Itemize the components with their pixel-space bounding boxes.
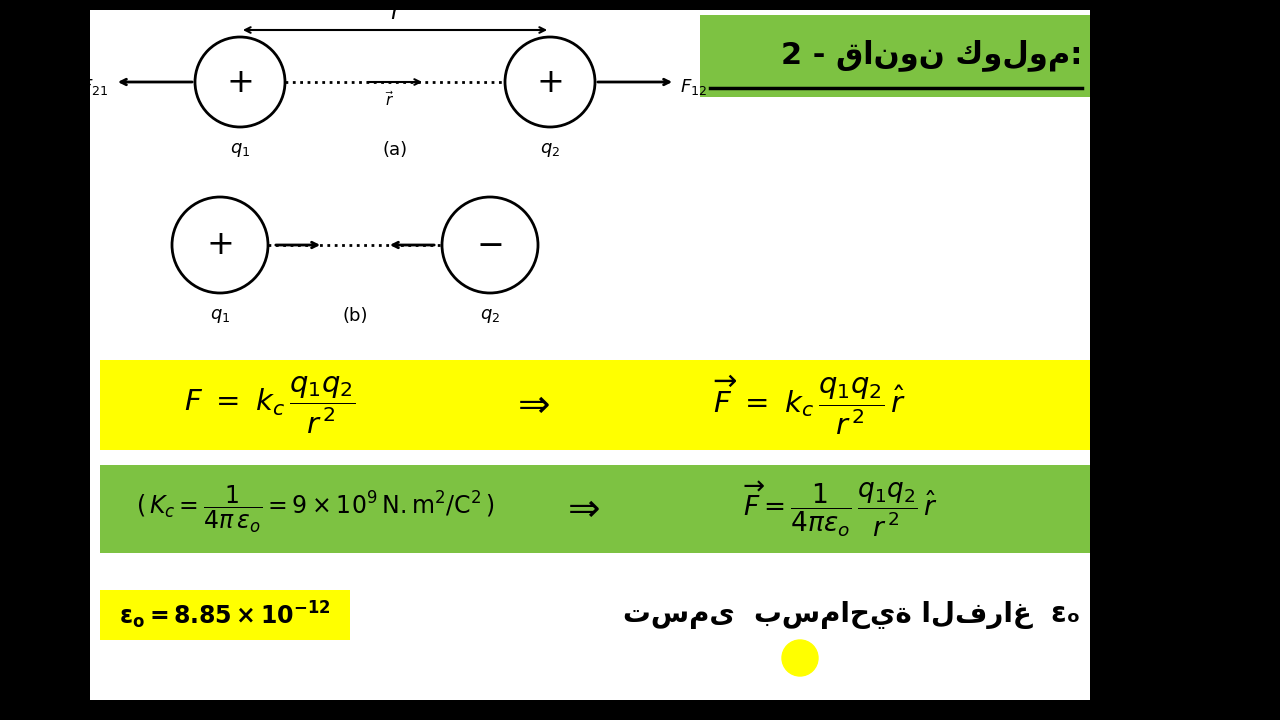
Text: $q_2$: $q_2$ (480, 307, 500, 325)
Text: 2 - قانون كولوم:: 2 - قانون كولوم: (781, 39, 1082, 71)
Text: $F_{12}$: $F_{12}$ (680, 77, 707, 97)
FancyBboxPatch shape (100, 465, 1091, 553)
Text: $q_1$: $q_1$ (230, 141, 250, 159)
Text: (a): (a) (383, 141, 407, 159)
Text: $q_2$: $q_2$ (540, 141, 561, 159)
FancyBboxPatch shape (90, 10, 1091, 700)
Text: +: + (227, 66, 253, 99)
Text: $(\,K_c = \dfrac{1}{4\pi\,\varepsilon_o} = 9\times10^9\,\mathrm{N.m^2/C^2}\,)$: $(\,K_c = \dfrac{1}{4\pi\,\varepsilon_o}… (136, 483, 494, 535)
Text: $\mathbf{\varepsilon_o = 8.85\times10^{-12}}$: $\mathbf{\varepsilon_o = 8.85\times10^{-… (119, 599, 332, 631)
Text: $\overrightarrow{F} = \dfrac{1}{4\pi\varepsilon_o}\,\dfrac{q_1 q_2}{r^{\,2}}\,\h: $\overrightarrow{F} = \dfrac{1}{4\pi\var… (742, 480, 937, 539)
Text: $\vec{r}$: $\vec{r}$ (385, 90, 394, 109)
Text: $\overrightarrow{F}\ =\ k_c\,\dfrac{q_1 q_2}{r^{\,2}}\,\hat{r}$: $\overrightarrow{F}\ =\ k_c\,\dfrac{q_1 … (713, 373, 906, 437)
Text: $q_1$: $q_1$ (210, 307, 230, 325)
Circle shape (782, 640, 818, 676)
Text: $F_{21}$: $F_{21}$ (81, 77, 108, 97)
Text: +: + (536, 66, 564, 99)
Text: $\Rightarrow$: $\Rightarrow$ (509, 386, 550, 424)
Text: تسمى  بسماحية الفراغ  εₒ: تسمى بسماحية الفراغ εₒ (623, 601, 1080, 629)
FancyBboxPatch shape (100, 590, 349, 640)
Text: (b): (b) (342, 307, 367, 325)
FancyBboxPatch shape (100, 360, 1091, 450)
Text: r: r (390, 0, 399, 24)
Circle shape (195, 37, 285, 127)
Text: $\Rightarrow$: $\Rightarrow$ (559, 490, 600, 528)
Circle shape (442, 197, 538, 293)
Circle shape (172, 197, 268, 293)
Text: $F\ =\ k_c\,\dfrac{q_1 q_2}{r^{\,2}}$: $F\ =\ k_c\,\dfrac{q_1 q_2}{r^{\,2}}$ (184, 374, 356, 436)
Text: −: − (476, 228, 504, 261)
Text: +: + (206, 228, 234, 261)
Circle shape (506, 37, 595, 127)
FancyBboxPatch shape (700, 15, 1091, 97)
